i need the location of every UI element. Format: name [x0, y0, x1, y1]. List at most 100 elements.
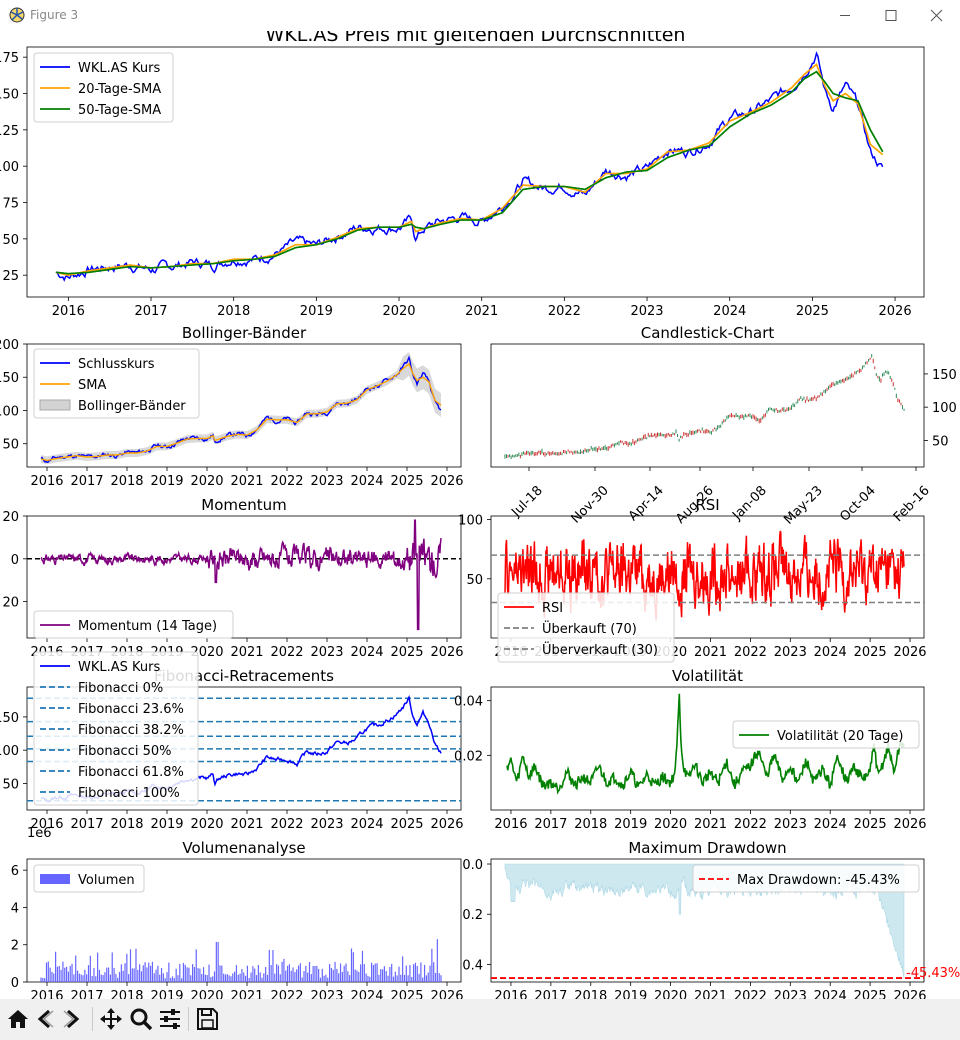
- fibonacci-legend-label: Fibonacci 61.8%: [78, 765, 184, 780]
- candlestick-ytick-label: 150: [932, 368, 957, 383]
- fibonacci-axes: Fibonacci-Retracements 2016 2017 2018 2019 20…: [0, 651, 464, 832]
- price-legend-box: [33, 52, 174, 123]
- volume-xtick-label: 2018: [110, 989, 143, 999]
- price-xtick-label: 2020: [382, 304, 415, 319]
- momentum-xtick-label: 2023: [310, 645, 343, 660]
- candlestick-xtick-label: Oct-04: [837, 483, 879, 525]
- drawdown-axes: Maximum Drawdown 2016 2017 2018 2019 2020 2021…: [462, 839, 960, 999]
- rsi-legend-box: [497, 592, 675, 663]
- momentum-xtick-label: 2021: [230, 645, 263, 660]
- momentum-xtick-label: 2025: [390, 645, 423, 660]
- forward-button[interactable]: [58, 1005, 86, 1033]
- rsi-legend-label: RSI: [542, 601, 563, 616]
- pan-icon: [100, 1008, 122, 1030]
- bollinger-xtick-label: 2021: [230, 474, 263, 489]
- rsi-xtick-label: 2022: [734, 645, 767, 660]
- momentum-title: Momentum: [201, 496, 286, 514]
- volatility-xtick-label: 2019: [614, 817, 647, 832]
- bollinger-legend-label: Bollinger-Bänder: [78, 399, 186, 414]
- home-button[interactable]: [4, 1005, 32, 1033]
- price-frame: [26, 46, 925, 298]
- drawdown-xtick-label: 2016: [494, 989, 527, 999]
- rsi-xtick-label: 2023: [774, 645, 807, 660]
- volatility-legend-box: [732, 720, 920, 749]
- toolbar-separator: [188, 1007, 189, 1031]
- rsi-title: RSI: [695, 496, 719, 514]
- bollinger-legend-label: SMA: [78, 378, 106, 393]
- fibonacci-legend: WKL.AS Kurs Fibonacci 0% Fibonacci 23.6% Fi…: [33, 651, 199, 806]
- volume-ytick-label: 0: [11, 976, 19, 991]
- momentum-xtick-label: 2024: [350, 645, 383, 660]
- fibonacci-title: Fibonacci-Retracements: [154, 667, 334, 685]
- bollinger-legend-label: Schlusskurs: [78, 357, 155, 372]
- price-xtick-label: 2022: [548, 304, 581, 319]
- volatility-xtick-label: 2021: [694, 817, 727, 832]
- volume-xtick-label: 2021: [230, 989, 263, 999]
- volume-ytick-label: 6: [11, 864, 19, 879]
- volatility-xtick-label: 2025: [854, 817, 887, 832]
- price-legend-label: WKL.AS Kurs: [78, 61, 160, 76]
- minimize-icon: [840, 15, 850, 16]
- drawdown-xtick-label: 2021: [694, 989, 727, 999]
- save-button[interactable]: [193, 1005, 221, 1033]
- volatility-xtick-label: 2016: [494, 817, 527, 832]
- bollinger-legend-box: [33, 348, 200, 419]
- candlestick-xtick-label: May-23: [781, 483, 825, 527]
- volume-xtick-label: 2022: [270, 989, 303, 999]
- momentum-ytick-label: 0: [11, 553, 19, 568]
- drawdown-xtick-label: 2022: [734, 989, 767, 999]
- maximize-button[interactable]: [868, 0, 914, 31]
- minimize-button[interactable]: [822, 0, 868, 31]
- volume-xtick-label: 2023: [310, 989, 343, 999]
- drawdown-xtick-label: 2017: [534, 989, 567, 999]
- fibonacci-xtick-label: 2021: [230, 817, 263, 832]
- price-xtick-label: 2019: [300, 304, 333, 319]
- candlestick-frame: [490, 343, 925, 468]
- volume-xtick-label: 2025: [390, 989, 423, 999]
- volume-xtick-label: 2024: [350, 989, 383, 999]
- drawdown-xtick-label: 2019: [614, 989, 647, 999]
- volume-legend-swatch: [40, 874, 70, 884]
- candlestick-xtick-label: Jul-18: [508, 483, 545, 520]
- momentum-legend: Momentum (14 Tage): [33, 610, 234, 639]
- drawdown-legend: Max Drawdown: -45.43%: [692, 864, 920, 893]
- volatility-xtick-label: 2026: [893, 817, 926, 832]
- fibonacci-legend-label: Fibonacci 38.2%: [78, 723, 184, 738]
- volatility-line: [506, 693, 905, 795]
- navigation-toolbar: [0, 999, 960, 1040]
- drawdown-xtick-label: 2018: [574, 989, 607, 999]
- bollinger-band-area: [41, 352, 441, 465]
- configure-subplots-button[interactable]: [156, 1005, 184, 1033]
- volatility-legend-label: Volatilität (20 Tage): [777, 729, 903, 744]
- momentum-ytick-label: 20: [2, 596, 19, 611]
- candlestick-ytick-label: 50: [932, 434, 949, 449]
- back-button[interactable]: [31, 1005, 59, 1033]
- home-icon: [8, 1010, 28, 1028]
- fibonacci-legend-box: [33, 651, 199, 806]
- rsi-line: [504, 530, 905, 621]
- rsi-legend-label: Überkauft (70): [542, 620, 637, 637]
- drawdown-max-label: -45.43%: [906, 966, 960, 981]
- bollinger-ytick-label: 50: [2, 438, 19, 453]
- close-button[interactable]: [914, 0, 960, 31]
- price-ytick-label: 75: [2, 197, 19, 212]
- bollinger-ytick-label: 100: [0, 404, 19, 419]
- fibonacci-xtick-label: 2026: [430, 817, 463, 832]
- price-xtick-label: 2016: [52, 304, 85, 319]
- pan-button[interactable]: [97, 1005, 125, 1033]
- price-sma20-line: [55, 63, 884, 277]
- zoom-button[interactable]: [127, 1005, 155, 1033]
- candlestick-xtick-label: Feb-16: [891, 483, 933, 525]
- rsi-xtick-label: 2021: [694, 645, 727, 660]
- bollinger-xtick-label: 2025: [390, 474, 423, 489]
- rsi-axes: RSI2016201720182019202020212022202320242…: [458, 496, 927, 663]
- close-icon: [930, 9, 943, 22]
- fibonacci-xtick-label: 2020: [190, 817, 223, 832]
- bollinger-xtick-label: 2020: [190, 474, 223, 489]
- volatility-ytick-label: 0.02: [454, 749, 483, 764]
- rsi-legend: RSI Überkauft (70) Überverkauft (30): [497, 592, 675, 663]
- momentum-ytick-label: 20: [2, 510, 19, 525]
- price-xtick-label: 2025: [796, 304, 829, 319]
- fibonacci-ytick-label: 50: [2, 777, 19, 792]
